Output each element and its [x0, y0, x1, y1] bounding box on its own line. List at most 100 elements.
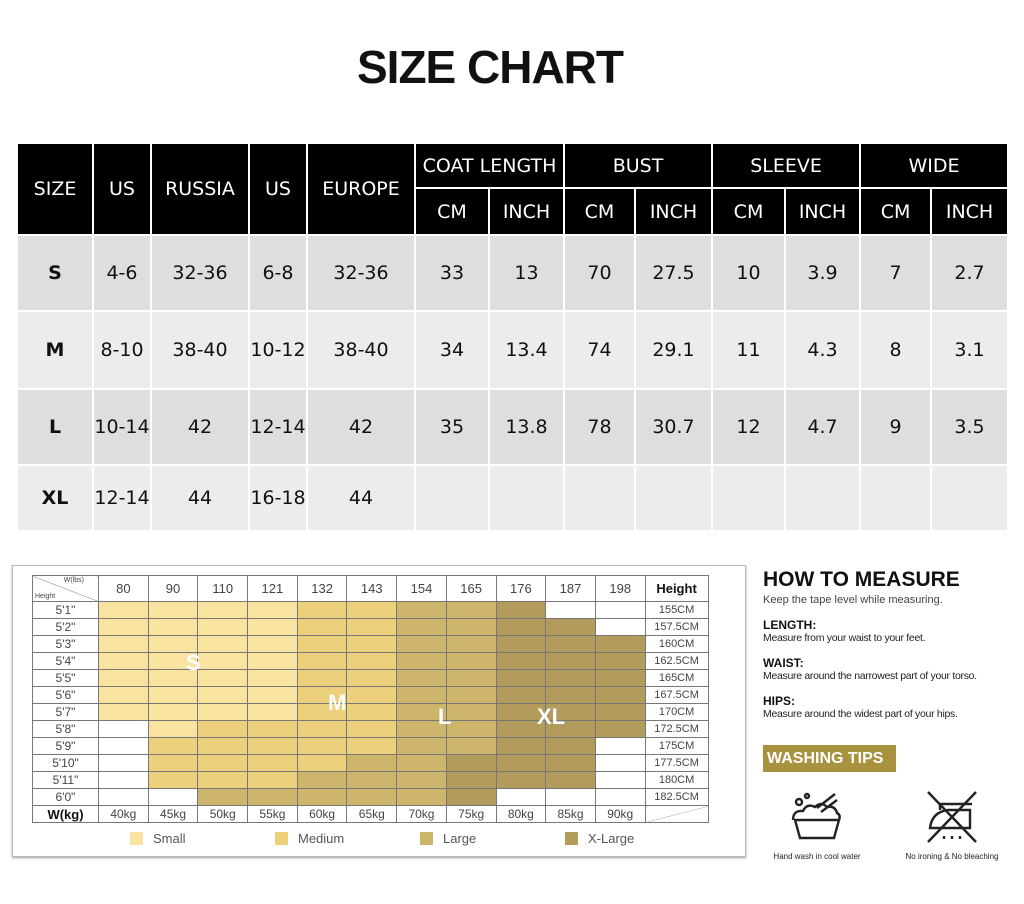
table-cell — [414, 464, 490, 532]
grid-cell-S — [147, 601, 199, 619]
hand-wash-item: Hand wash in cool water — [762, 788, 872, 861]
height-ft: 5'10" — [32, 754, 99, 772]
table-cell: 33 — [414, 234, 490, 312]
grid-row: 5'8" 172.5CM — [32, 720, 709, 738]
grid-cell-X — [545, 771, 596, 789]
grid-cell-M — [147, 754, 199, 772]
length-text: Measure from your waist to your feet. — [763, 632, 926, 644]
height-ft: 5'11" — [32, 771, 99, 789]
grid-cell-empty — [594, 618, 646, 636]
kg-value: 80kg — [495, 805, 547, 823]
grid-row: 5'6" 167.5CM — [32, 686, 709, 704]
table-cell — [633, 464, 714, 532]
grid-row: 5'9" 175CM — [32, 737, 709, 755]
height-ft: 5'7" — [32, 703, 99, 721]
header-us-2: US — [248, 142, 308, 236]
grid-cell-L — [445, 618, 497, 636]
grid-cell-S — [147, 635, 199, 653]
grid-cell-M — [296, 703, 348, 721]
grid-cell-M — [346, 703, 398, 721]
hips-label: HIPS: — [763, 694, 796, 708]
height-cm: 167.5CM — [644, 686, 709, 704]
grid-row: 5'5" 165CM — [32, 669, 709, 687]
grid-cell-S — [147, 703, 199, 721]
grid-row: 5'4" 162.5CM — [32, 652, 709, 670]
grid-cell-empty — [495, 788, 547, 806]
grid-cell-L — [445, 669, 497, 687]
table-row: XL 12-14 44 16-18 44 — [16, 464, 1010, 532]
legend-label: Medium — [298, 831, 345, 846]
grid-cell-M — [247, 754, 298, 772]
grid-cell-S — [247, 686, 298, 704]
height-ft: 5'6" — [32, 686, 99, 704]
header-wide: WIDE — [859, 142, 1010, 189]
height-ft: 5'3" — [32, 635, 99, 653]
grid-cell-M — [346, 652, 398, 670]
grid-cell-X — [594, 720, 646, 738]
grid-row: 6'0" 182.5CM — [32, 788, 709, 806]
corner-height-label: Height — [35, 593, 56, 600]
height-cm: 180CM — [644, 771, 709, 789]
grid-cell-M — [247, 771, 298, 789]
table-cell: 7 — [859, 234, 933, 312]
grid-cell-X — [594, 635, 646, 653]
grid-cell-X — [545, 737, 596, 755]
table-cell: 12 — [711, 388, 787, 466]
grid-cell-M — [296, 720, 348, 738]
legend-label: Large — [443, 831, 477, 846]
grid-cell-L — [346, 771, 398, 789]
table-cell: 42 — [150, 388, 250, 466]
height-ft: 5'4" — [32, 652, 99, 670]
grid-cell-X — [594, 703, 646, 721]
grid-cell-empty — [545, 601, 596, 619]
grid-cell-M — [197, 720, 249, 738]
table-cell — [784, 464, 862, 532]
lbs-header: 80 — [98, 575, 149, 602]
page-title: SIZE CHART — [357, 41, 624, 93]
height-ft: 5'9" — [32, 737, 99, 755]
subheader-inch: INCH — [784, 187, 862, 236]
grid-cell-M — [346, 737, 398, 755]
grid-cell-M — [346, 686, 398, 704]
size-cell: M — [16, 310, 94, 390]
height-cm: 155CM — [644, 601, 709, 619]
grid-cell-M — [147, 771, 199, 789]
height-weight-grid: W(lbs) Height 80 90 110 121 132 143 154 165 176 187… — [32, 575, 709, 823]
grid-cell-X — [545, 754, 596, 772]
zone-label-S: S — [186, 650, 201, 675]
grid-cell-M — [346, 720, 398, 738]
subheader-inch: INCH — [930, 187, 1010, 236]
grid-cell-X — [445, 754, 497, 772]
waist-text: Measure around the narrowest part of you… — [763, 670, 977, 682]
grid-cell-M — [346, 618, 398, 636]
legend-item: Medium — [275, 831, 420, 846]
grid-cell-X — [495, 703, 547, 721]
grid-cell-L — [445, 703, 497, 721]
grid-corner: W(lbs) Height — [32, 575, 99, 602]
grid-cell-X — [495, 754, 547, 772]
lbs-header: 154 — [396, 575, 447, 602]
table-cell: 4.7 — [784, 388, 862, 466]
grid-cell-S — [247, 652, 298, 670]
zone-label-X: XL — [537, 704, 566, 729]
grid-cell-M — [296, 652, 348, 670]
height-cm: 182.5CM — [644, 788, 709, 806]
grid-cell-X — [445, 788, 497, 806]
zone-label-L: L — [438, 704, 452, 729]
waist-label: WAIST: — [763, 656, 804, 670]
height-cm: 177.5CM — [644, 754, 709, 772]
height-ft: 5'8" — [32, 720, 99, 738]
height-ft: 5'5" — [32, 669, 99, 687]
table-cell: 9 — [859, 388, 933, 466]
kg-value: 50kg — [197, 805, 249, 823]
measure-subtitle: Keep the tape level while measuring. — [763, 594, 943, 606]
lbs-header: 198 — [594, 575, 646, 602]
grid-cell-X — [594, 669, 646, 687]
grid-cell-M — [296, 754, 348, 772]
table-cell: 34 — [414, 310, 490, 390]
table-cell: 27.5 — [633, 234, 714, 312]
header-europe: EUROPE — [306, 142, 416, 236]
grid-cell-X — [594, 686, 646, 704]
table-cell: 2.7 — [930, 234, 1010, 312]
grid-cell-X — [545, 669, 596, 687]
